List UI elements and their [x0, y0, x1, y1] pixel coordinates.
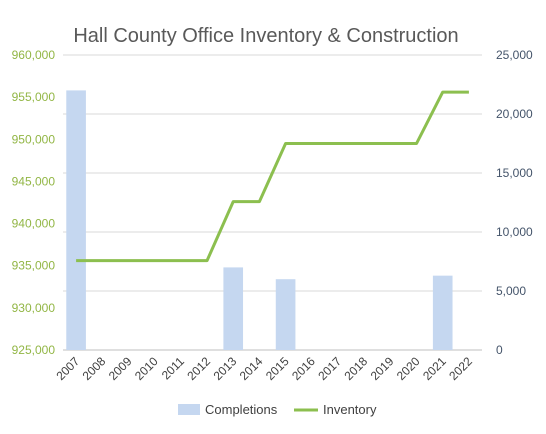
legend-label-completions: Completions	[205, 402, 278, 417]
x-tick-label: 2022	[446, 354, 475, 383]
left-tick-label: 940,000	[12, 217, 56, 231]
right-axis-ticks: 0 5,000 10,000 15,000 20,000 25,000	[496, 48, 533, 357]
x-tick-label: 2009	[106, 354, 135, 383]
bar-completions	[223, 267, 244, 350]
x-tick-label: 2016	[289, 354, 318, 383]
x-tick-label: 2014	[237, 354, 266, 383]
x-tick-label: 2011	[159, 354, 187, 382]
legend: Completions Inventory	[178, 402, 377, 417]
left-tick-label: 930,000	[12, 301, 56, 315]
left-tick-label: 960,000	[12, 48, 56, 62]
right-tick-label: 5,000	[496, 284, 526, 298]
left-tick-label: 935,000	[12, 259, 56, 273]
right-tick-label: 25,000	[496, 48, 533, 62]
bar-completions	[66, 90, 86, 351]
left-tick-label: 925,000	[12, 343, 56, 357]
right-tick-label: 10,000	[496, 225, 533, 239]
bar-completions	[432, 275, 453, 350]
series-line-inventory	[76, 90, 469, 263]
x-tick-label: 2017	[315, 354, 344, 383]
right-tick-label: 0	[496, 343, 503, 357]
x-tick-label: 2007	[53, 354, 82, 383]
left-tick-label: 950,000	[12, 132, 56, 146]
right-tick-label: 15,000	[496, 166, 533, 180]
x-tick-label: 2012	[184, 354, 213, 383]
left-tick-label: 945,000	[12, 174, 56, 188]
left-axis-ticks: 925,000 930,000 935,000 940,000 945,000 950,0…	[12, 48, 56, 357]
gridlines	[63, 54, 482, 351]
x-tick-label: 2010	[132, 354, 161, 383]
x-tick-label: 2019	[368, 354, 397, 383]
completions-bars	[66, 90, 453, 351]
x-tick-label: 2008	[80, 354, 109, 383]
inventory-line	[76, 90, 469, 263]
x-tick-label: 2021	[420, 354, 449, 383]
legend-label-inventory: Inventory	[323, 402, 377, 417]
bar-completions	[275, 279, 296, 350]
x-tick-label: 2020	[394, 354, 423, 383]
x-axis-ticks: 2007200820092010201120122013201420152016…	[53, 354, 475, 383]
right-tick-label: 20,000	[496, 107, 533, 121]
x-tick-label: 2013	[211, 354, 240, 383]
legend-swatch-completions	[178, 404, 200, 415]
chart-title: Hall County Office Inventory & Construct…	[73, 25, 458, 47]
x-tick-label: 2015	[263, 354, 292, 383]
x-tick-label: 2018	[341, 354, 370, 383]
left-tick-label: 955,000	[12, 90, 56, 104]
